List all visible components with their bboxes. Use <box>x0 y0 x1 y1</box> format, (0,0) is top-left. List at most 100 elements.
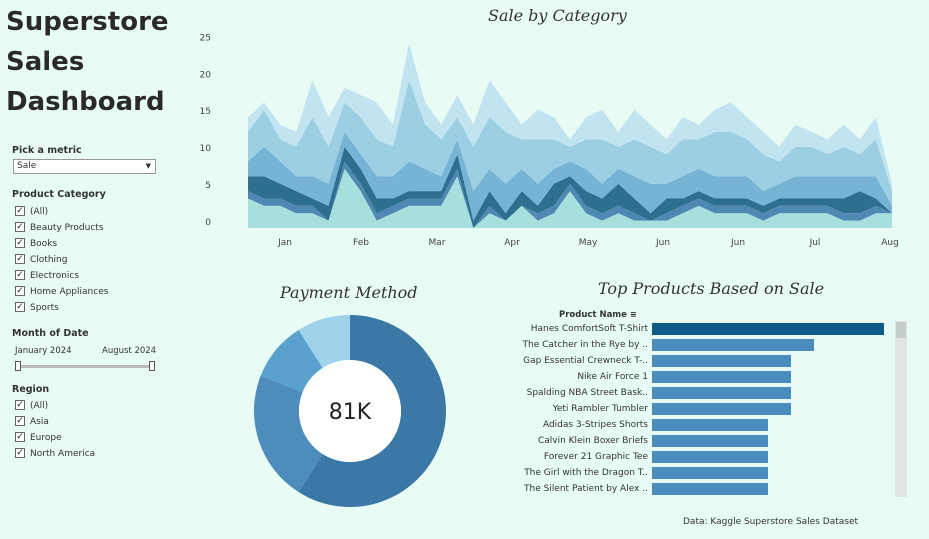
x-tick-label: Jun <box>655 238 670 248</box>
scrollbar-thumb[interactable] <box>896 322 906 338</box>
region-option-label: Europe <box>30 433 62 443</box>
top-products-bars: Hanes ComfortSoft T-Shirt The Catcher in … <box>505 321 900 501</box>
month-end: August 2024 <box>102 346 157 356</box>
product-name-label: Yeti Rambler Tumbler <box>552 404 648 414</box>
y-tick-label: 25 <box>200 33 211 43</box>
checkbox-checked-icon[interactable]: ✓ <box>15 285 25 296</box>
region-option[interactable]: ✓ Asia <box>15 415 49 429</box>
donut-slice[interactable] <box>254 375 323 493</box>
category-option-label: Home Appliances <box>30 287 109 297</box>
category-option[interactable]: ✓ (All) <box>15 205 48 219</box>
region-option[interactable]: ✓ Europe <box>15 431 62 445</box>
category-option[interactable]: ✓ Sports <box>15 301 59 315</box>
product-bar[interactable] <box>652 371 792 383</box>
month-slider-end-handle[interactable] <box>149 361 155 371</box>
x-tick-label: May <box>579 238 598 248</box>
donut-hole <box>299 360 401 462</box>
checkbox-checked-icon[interactable]: ✓ <box>15 447 25 458</box>
product-bar[interactable] <box>652 483 768 495</box>
area-series-5[interactable] <box>248 80 892 206</box>
y-tick-label: 5 <box>205 181 211 191</box>
title-line-1: Superstore <box>6 7 169 37</box>
month-label: Month of Date <box>12 328 89 339</box>
product-bar[interactable] <box>652 451 768 463</box>
category-option[interactable]: ✓ Books <box>15 237 57 251</box>
x-tick-label: Apr <box>504 238 520 248</box>
product-name-label: Gap Essential Crewneck T-.. <box>523 356 648 366</box>
product-bar[interactable] <box>652 419 768 431</box>
product-bar[interactable] <box>652 467 768 479</box>
region-option-label: Asia <box>30 417 49 427</box>
product-name-label: Nike Air Force 1 <box>577 372 648 382</box>
x-tick-label: Aug <box>881 238 899 248</box>
product-name-label: The Catcher in the Rye by .. <box>522 340 648 350</box>
top-products-title: Top Products Based on Sale <box>598 279 825 298</box>
area-series-2[interactable] <box>248 161 892 229</box>
checkbox-checked-icon[interactable]: ✓ <box>15 301 25 312</box>
sort-icon[interactable]: ≡ <box>629 310 637 319</box>
product-name-label: Forever 21 Graphic Tee <box>543 452 648 462</box>
checkbox-checked-icon[interactable]: ✓ <box>15 269 25 280</box>
product-name-label: The Girl with the Dragon T.. <box>524 468 648 478</box>
area-series-1[interactable] <box>248 168 892 228</box>
title-line-3: Dashboard <box>6 87 165 117</box>
x-tick-label: Feb <box>353 238 369 248</box>
month-slider-track[interactable] <box>18 365 153 368</box>
product-name-header[interactable]: Product Name ≡ <box>559 310 637 320</box>
y-tick-label: 20 <box>200 70 212 80</box>
month-slider-start-handle[interactable] <box>15 361 21 371</box>
scrollbar[interactable] <box>895 321 907 497</box>
title-line-2: Sales <box>6 47 85 77</box>
x-tick-label: Jul <box>809 238 821 248</box>
category-option-label: Sports <box>30 303 59 313</box>
product-name-label: Spalding NBA Street Bask.. <box>526 388 648 398</box>
area-series-4[interactable] <box>248 132 892 221</box>
donut-slice[interactable] <box>298 315 447 507</box>
region-option[interactable]: ✓ (All) <box>15 399 48 413</box>
product-name-label: Hanes ComfortSoft T-Shirt <box>530 324 648 334</box>
donut-slice[interactable] <box>298 315 350 368</box>
payment-donut-chart: 81K <box>254 315 447 507</box>
chevron-down-icon: ▼ <box>145 162 151 170</box>
checkbox-checked-icon[interactable]: ✓ <box>15 415 25 426</box>
checkbox-checked-icon[interactable]: ✓ <box>15 399 25 410</box>
product-bar[interactable] <box>652 339 815 351</box>
product-bar[interactable] <box>652 323 884 335</box>
checkbox-checked-icon[interactable]: ✓ <box>15 205 25 216</box>
checkbox-checked-icon[interactable]: ✓ <box>15 221 25 232</box>
donut-slice[interactable] <box>260 329 323 393</box>
y-tick-label: 15 <box>200 107 211 117</box>
donut-center-value: 81K <box>329 400 372 425</box>
data-source-footer: Data: Kaggle Superstore Sales Dataset <box>683 517 859 527</box>
x-tick-label: Jun <box>730 238 745 248</box>
month-start: January 2024 <box>15 346 72 356</box>
product-bar[interactable] <box>652 355 792 367</box>
region-option[interactable]: ✓ North America <box>15 447 95 461</box>
area-chart-title: Sale by Category <box>488 6 627 25</box>
checkbox-checked-icon[interactable]: ✓ <box>15 431 25 442</box>
checkbox-checked-icon[interactable]: ✓ <box>15 253 25 264</box>
checkbox-checked-icon[interactable]: ✓ <box>15 237 25 248</box>
category-option[interactable]: ✓ Home Appliances <box>15 285 108 299</box>
y-tick-label: 0 <box>205 218 211 228</box>
y-tick-label: 10 <box>200 144 212 154</box>
area-series-6[interactable] <box>248 43 892 192</box>
x-tick-label: Mar <box>429 238 446 248</box>
product-bar[interactable] <box>652 435 768 447</box>
product-bar[interactable] <box>652 387 792 399</box>
metric-dropdown[interactable]: Sale ▼ <box>13 159 156 174</box>
product-name-label: Adidas 3-Stripes Shorts <box>542 420 648 430</box>
region-option-label: North America <box>30 449 96 459</box>
category-option[interactable]: ✓ Electronics <box>15 269 79 283</box>
category-option[interactable]: ✓ Beauty Products <box>15 221 104 235</box>
product-bar[interactable] <box>652 403 792 415</box>
x-tick-label: Jan <box>277 238 292 248</box>
area-chart: 0 5 10 15 20 25 Jan Feb Mar Apr May Jun Jun Jul Aug <box>200 33 899 248</box>
category-option-label: Electronics <box>30 271 80 281</box>
region-label: Region <box>12 384 50 395</box>
product-name-label: Calvin Klein Boxer Briefs <box>537 436 648 446</box>
category-option-label: Beauty Products <box>30 223 104 233</box>
category-option-label: (All) <box>30 207 49 217</box>
category-option[interactable]: ✓ Clothing <box>15 253 67 267</box>
payment-chart-title: Payment Method <box>280 283 418 302</box>
